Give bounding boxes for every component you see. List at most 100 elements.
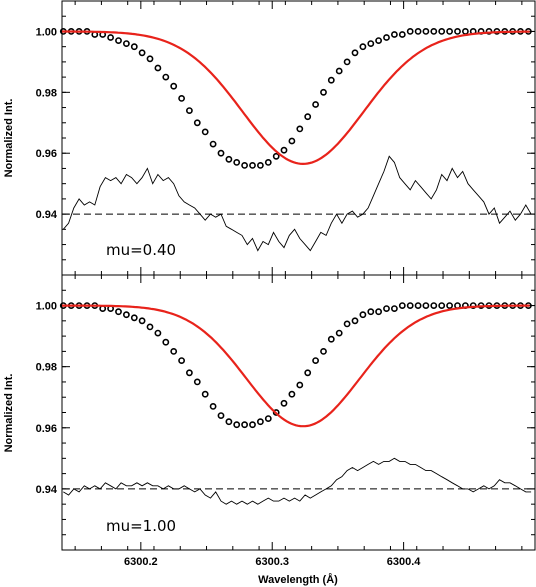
top-observed-point — [312, 101, 319, 108]
bottom-fit-curve — [62, 304, 530, 428]
top-observed-point — [138, 49, 146, 57]
top-observed-point — [115, 37, 122, 44]
top-observed-point — [430, 27, 438, 35]
bottom-observed-point — [288, 390, 296, 398]
top-observed-point — [249, 161, 256, 169]
top-observed-point — [280, 146, 288, 154]
bottom-observed-point — [422, 302, 430, 309]
top-panel-marks: 0.94 0.96 0.98 1.00 — [36, 1, 535, 275]
bottom-observed-point — [130, 314, 138, 322]
bottom-observed-point — [185, 369, 193, 377]
bottom-xtick-label: 6300.3 — [255, 556, 289, 568]
top-observed-point — [383, 34, 390, 41]
top-ytick-label: 0.98 — [36, 87, 57, 99]
bottom-observed-point — [241, 421, 248, 429]
bottom-observed-point — [201, 390, 209, 398]
top-observed-point — [375, 37, 382, 44]
top-observed-point — [422, 27, 430, 35]
top-observed-point — [123, 40, 130, 47]
top-observed-point — [154, 64, 162, 72]
bottom-observed-point — [414, 302, 422, 309]
top-observed-point — [225, 155, 233, 163]
bottom-observed-point — [193, 378, 201, 386]
bottom-observed-point — [146, 323, 154, 331]
bottom-observed-point — [320, 347, 327, 355]
top-observed-point — [272, 152, 280, 160]
top-observed-point — [304, 113, 312, 121]
top-observed-point — [367, 40, 375, 47]
bottom-observed-point — [327, 335, 335, 343]
bottom-observed-point — [217, 412, 225, 419]
bottom-observed-point — [383, 305, 390, 312]
bottom-observed-point — [154, 329, 162, 337]
top-observed-point — [351, 49, 359, 57]
top-observed-point — [185, 107, 193, 114]
bottom-observed-point — [280, 399, 288, 407]
bottom-observed-point — [162, 338, 170, 346]
bottom-observed-point — [178, 357, 185, 364]
x-axis-label: Wavelength (Å) — [258, 573, 338, 586]
top-observed-point — [209, 140, 217, 148]
top-observed-point — [233, 158, 241, 166]
bottom-observed-point — [209, 402, 217, 410]
bottom-observed-point — [438, 302, 446, 309]
top-panel-frame — [61, 0, 536, 276]
top-observed-point — [193, 119, 201, 127]
bottom-observed-point — [430, 302, 438, 309]
top-observed-point — [241, 161, 248, 169]
top-observed-point — [217, 149, 225, 157]
top-observed-point — [438, 27, 446, 35]
top-ytick-label: 0.96 — [36, 148, 57, 160]
bottom-observed-point — [343, 320, 351, 328]
bottom-observed-point — [264, 415, 272, 422]
bottom-observed-point — [296, 381, 304, 389]
top-observed-point — [288, 137, 296, 145]
bottom-observed-point — [304, 369, 312, 377]
top-y-axis-label: Normalized Int. — [3, 99, 15, 178]
top-observed-point — [343, 58, 351, 66]
bottom-observed-point — [351, 317, 359, 325]
top-observed-point — [264, 158, 272, 166]
bottom-ytick-label: 1.00 — [36, 301, 57, 313]
bottom-ytick-label: 0.96 — [36, 423, 57, 435]
top-observed-point — [201, 128, 209, 136]
top-observed-point — [327, 76, 335, 84]
top-observed-point — [406, 27, 414, 35]
bottom-residual-line — [63, 457, 532, 505]
top-observed-point — [414, 27, 422, 35]
top-panel-annotation: mu=0.40 — [106, 241, 176, 259]
bottom-observed-point — [312, 357, 319, 364]
bottom-observed-point — [233, 421, 241, 429]
top-observed-point — [390, 31, 398, 38]
bottom-y-axis-label: Normalized Int. — [3, 374, 15, 453]
top-observed-point — [296, 125, 304, 133]
bottom-xtick-label: 6300.2 — [124, 556, 158, 568]
top-residual-line — [62, 155, 532, 252]
top-observed-point — [178, 95, 185, 102]
bottom-observed-point — [256, 418, 264, 426]
top-ytick-label: 1.00 — [36, 26, 57, 38]
top-observed-point — [359, 43, 367, 51]
bottom-observed-point — [138, 317, 146, 325]
bottom-panel-annotation: mu=1.00 — [106, 517, 176, 535]
bottom-observed-point — [123, 311, 130, 319]
bottom-observed-point — [469, 302, 477, 309]
bottom-observed-point — [446, 302, 453, 309]
top-observed-point — [454, 27, 461, 35]
bottom-observed-point — [367, 308, 375, 316]
top-observed-point — [162, 73, 170, 81]
bottom-ytick-label: 0.98 — [36, 362, 57, 374]
bottom-observed-point — [249, 421, 256, 429]
bottom-observed-point — [115, 308, 122, 316]
bottom-observed-point — [170, 347, 178, 355]
bottom-ytick-label: 0.94 — [36, 484, 58, 496]
bottom-observed-point — [406, 302, 414, 309]
bottom-panel-marks: 0.94 0.96 0.98 1.00 6300.2 6300.3 6300.4 — [36, 275, 535, 568]
chart-marks: 0.94 0.96 0.98 1.00 0.94 0.96 0.98 1.00 6300.2 63… — [36, 1, 535, 568]
top-observed-point — [461, 27, 469, 35]
top-observed-point — [256, 161, 264, 169]
top-observed-point — [320, 88, 327, 96]
top-ytick-label: 0.94 — [36, 209, 58, 221]
bottom-observed-point — [375, 308, 382, 316]
